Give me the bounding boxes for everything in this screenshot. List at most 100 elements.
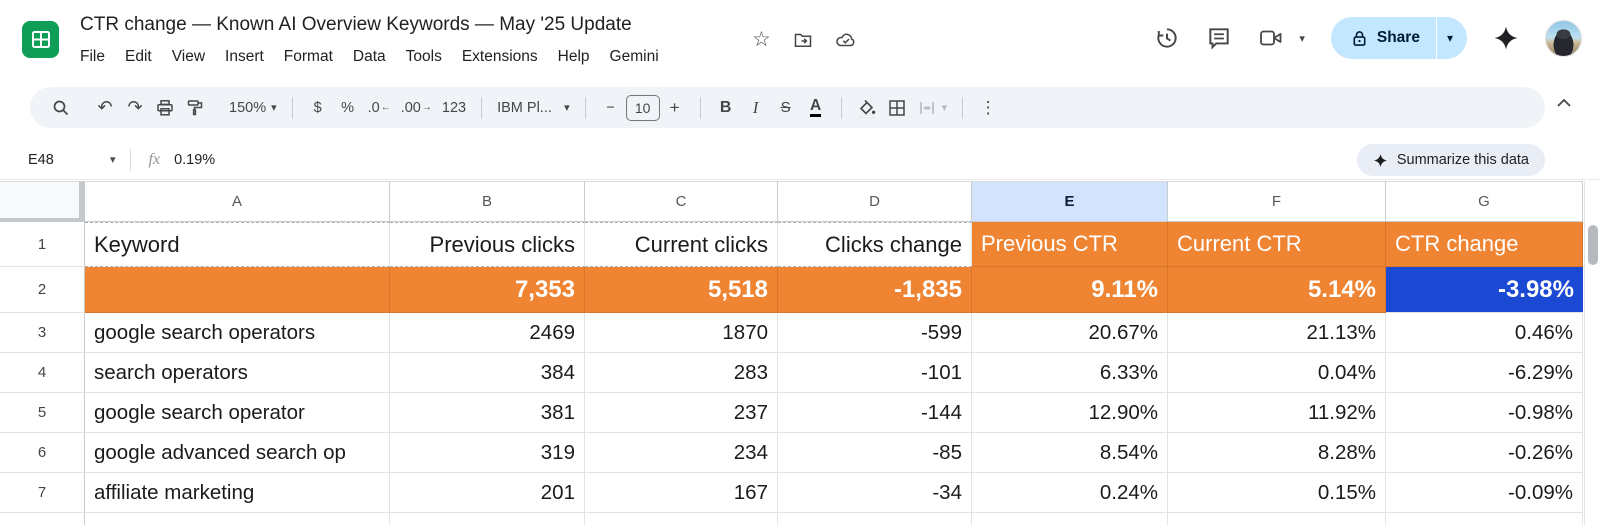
cell-G4[interactable]: -6.29% — [1386, 353, 1583, 393]
column-header-F[interactable]: F — [1168, 181, 1386, 222]
cell-C6[interactable]: 234 — [585, 433, 778, 473]
menu-help[interactable]: Help — [557, 48, 590, 65]
collapse-toolbar-icon[interactable] — [1556, 96, 1572, 114]
menu-tools[interactable]: Tools — [405, 48, 442, 65]
cell-G3[interactable]: 0.46% — [1386, 313, 1583, 353]
cell-A8[interactable] — [85, 513, 390, 525]
column-header-G[interactable]: G — [1386, 181, 1583, 222]
row-header-5[interactable]: 5 — [0, 393, 85, 433]
decrease-decimals-button[interactable]: .0 ← — [367, 99, 391, 116]
cell-C8[interactable] — [585, 513, 778, 525]
bold-button[interactable]: B — [719, 98, 732, 116]
decrease-font-size-button[interactable]: − — [606, 99, 615, 116]
cell-E1[interactable]: Previous CTR — [972, 222, 1168, 267]
cell-D6[interactable]: -85 — [778, 433, 972, 473]
column-header-A[interactable]: A — [85, 181, 390, 222]
cell-G8[interactable] — [1386, 513, 1583, 525]
cell-C3[interactable]: 1870 — [585, 313, 778, 353]
cell-D2[interactable]: -1,835 — [778, 267, 972, 313]
text-color-button[interactable]: A — [801, 93, 831, 123]
row-header-3[interactable]: 3 — [0, 313, 85, 353]
cell-F8[interactable] — [1168, 513, 1386, 525]
cloud-saved-icon[interactable] — [835, 30, 857, 50]
search-icon[interactable] — [46, 93, 76, 123]
cell-F6[interactable]: 8.28% — [1168, 433, 1386, 473]
cell-F5[interactable]: 11.92% — [1168, 393, 1386, 433]
row-header-8[interactable]: 8 — [0, 513, 85, 525]
redo-icon[interactable]: ↷ — [127, 97, 143, 117]
more-formats-button[interactable]: 123 — [441, 99, 467, 116]
cell-G1[interactable]: CTR change — [1386, 222, 1583, 267]
cell-B7[interactable]: 201 — [390, 473, 585, 513]
cell-G7[interactable]: -0.09% — [1386, 473, 1583, 513]
scrollbar-thumb[interactable] — [1588, 225, 1598, 265]
cell-E8[interactable] — [972, 513, 1168, 525]
cell-F4[interactable]: 0.04% — [1168, 353, 1386, 393]
column-header-D[interactable]: D — [778, 181, 972, 222]
cell-F1[interactable]: Current CTR — [1168, 222, 1386, 267]
star-icon[interactable]: ☆ — [752, 28, 771, 51]
fill-color-button[interactable] — [852, 93, 882, 123]
cell-E3[interactable]: 20.67% — [972, 313, 1168, 353]
cell-B5[interactable]: 381 — [390, 393, 585, 433]
cell-A5[interactable]: google search operator — [85, 393, 390, 433]
menu-extensions[interactable]: Extensions — [461, 48, 538, 65]
sheets-logo-icon[interactable] — [22, 21, 59, 58]
name-box-caret-icon[interactable]: ▾ — [110, 154, 116, 166]
share-caret-icon[interactable]: ▾ — [1446, 31, 1453, 45]
menu-view[interactable]: View — [171, 48, 206, 65]
row-header-1[interactable]: 1 — [0, 222, 85, 267]
cell-B3[interactable]: 2469 — [390, 313, 585, 353]
format-currency-button[interactable]: $ — [313, 99, 322, 116]
font-select[interactable]: IBM Pl... ▾ — [492, 93, 575, 123]
cell-D5[interactable]: -144 — [778, 393, 972, 433]
cell-G6[interactable]: -0.26% — [1386, 433, 1583, 473]
menu-edit[interactable]: Edit — [124, 48, 152, 65]
cell-C2[interactable]: 5,518 — [585, 267, 778, 313]
cell-C5[interactable]: 237 — [585, 393, 778, 433]
cell-A2[interactable] — [85, 267, 390, 313]
merge-cells-button[interactable]: ▾ — [912, 93, 953, 123]
column-header-C[interactable]: C — [585, 181, 778, 222]
formula-input[interactable]: 0.19% — [174, 151, 216, 168]
row-header-2[interactable]: 2 — [0, 267, 85, 313]
share-main[interactable]: Share — [1331, 17, 1436, 59]
cell-A7[interactable]: affiliate marketing — [85, 473, 390, 513]
cell-E4[interactable]: 6.33% — [972, 353, 1168, 393]
menu-insert[interactable]: Insert — [225, 48, 264, 65]
cell-B6[interactable]: 319 — [390, 433, 585, 473]
menu-file[interactable]: File — [80, 48, 105, 65]
cell-F7[interactable]: 0.15% — [1168, 473, 1386, 513]
menu-format[interactable]: Format — [283, 48, 333, 65]
cell-C1[interactable]: Current clicks — [585, 222, 778, 267]
document-title[interactable]: CTR change — Known AI Overview Keywords … — [80, 14, 632, 35]
cell-E6[interactable]: 8.54% — [972, 433, 1168, 473]
cell-A1[interactable]: Keyword — [85, 222, 390, 267]
summarize-data-button[interactable]: Summarize this data — [1356, 144, 1545, 176]
cell-B1[interactable]: Previous clicks — [390, 222, 585, 267]
cell-D1[interactable]: Clicks change — [778, 222, 972, 267]
gemini-sparkle-icon[interactable] — [1493, 25, 1519, 51]
cell-B4[interactable]: 384 — [390, 353, 585, 393]
zoom-select[interactable]: 150% ▾ — [224, 93, 282, 123]
comments-icon[interactable] — [1206, 25, 1232, 51]
share-button[interactable]: Share ▾ — [1330, 17, 1467, 59]
increase-decimals-button[interactable]: .00 → — [400, 99, 432, 116]
vertical-scrollbar[interactable] — [1584, 181, 1600, 525]
meet-caret-icon[interactable]: ▾ — [1299, 32, 1305, 45]
row-header-6[interactable]: 6 — [0, 433, 85, 473]
cell-D3[interactable]: -599 — [778, 313, 972, 353]
cell-A4[interactable]: search operators — [85, 353, 390, 393]
menu-gemini[interactable]: Gemini — [609, 48, 659, 65]
cell-A3[interactable]: google search operators — [85, 313, 390, 353]
name-box[interactable]: E48 — [28, 151, 54, 168]
print-icon[interactable] — [150, 93, 180, 123]
more-options-icon[interactable]: ⋮ — [979, 97, 997, 117]
paint-format-icon[interactable] — [180, 93, 210, 123]
cell-E5[interactable]: 12.90% — [972, 393, 1168, 433]
font-size-input[interactable]: 10 — [625, 94, 660, 121]
format-percent-button[interactable]: % — [341, 99, 355, 116]
undo-icon[interactable]: ↶ — [97, 97, 113, 117]
strikethrough-button[interactable]: S — [780, 99, 791, 116]
column-header-B[interactable]: B — [390, 181, 585, 222]
